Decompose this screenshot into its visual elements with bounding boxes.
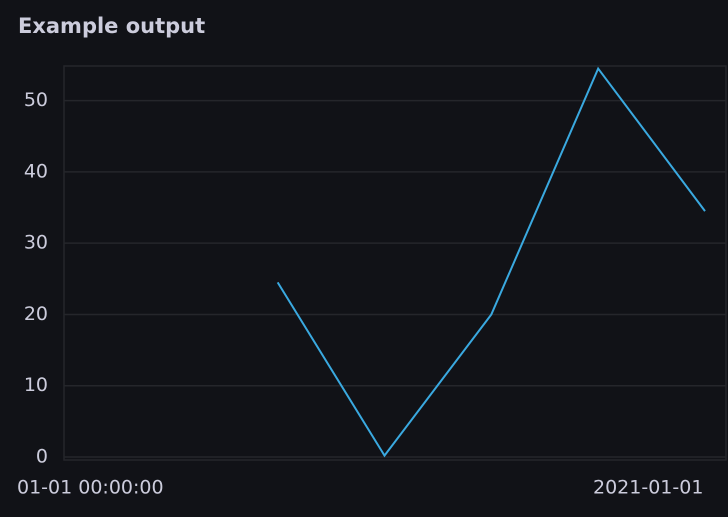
y-tick-label: 50 (24, 89, 48, 111)
y-tick-label: 30 (24, 232, 48, 254)
y-tick-label: 40 (24, 160, 48, 182)
x-tick-label: 2021-01-01 (593, 477, 703, 499)
plot-frame (63, 65, 727, 461)
x-tick-label: 01-01 00:00:00 (17, 477, 164, 499)
y-tick-label: 10 (24, 374, 48, 396)
y-tick-label: 20 (24, 303, 48, 325)
y-tick-label: 0 (36, 446, 48, 468)
series-line (276, 66, 706, 458)
chart-title: Example output (18, 14, 205, 38)
